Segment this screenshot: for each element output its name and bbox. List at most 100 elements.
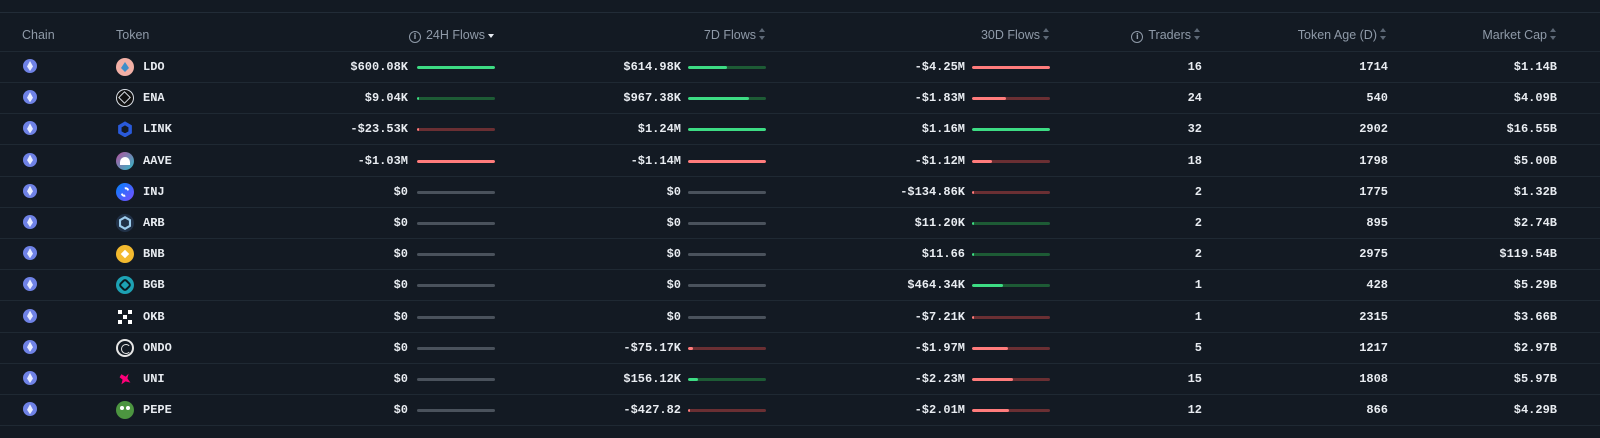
table-row[interactable]: BNB $0 $0 $11.66 2 2975 $119.54B [0,239,1600,271]
flows-24h-bar [417,284,495,288]
flows-7d-value: $1.24M [637,122,681,137]
flows-7d-bar [688,190,766,194]
flows-24h-bar-fill [417,66,495,69]
flows-24h-bar [417,378,495,381]
market-cap-value: $3.66B [1513,309,1557,324]
flows-7d-bar-fill [688,346,693,350]
flows-7d-bar-fill [688,66,727,69]
table-row[interactable]: BGB $0 $0 $464.34K 1 428 $5.29B [0,270,1600,302]
top-divider [0,12,1600,13]
flows-7d-bar [688,97,766,101]
flows-30d-bar-fill [972,159,992,163]
flows-7d-value: -$1.14M [630,153,681,168]
flows-7d-bar [688,409,766,413]
token-age-value: 2902 [1359,122,1388,137]
traders-value: 2 [1194,247,1202,262]
table-row[interactable]: ONDO $0 -$75.17K -$1.97M 5 1217 $2.97B [0,333,1600,364]
market-cap-value: $2.74B [1513,216,1557,230]
flows-24h-value: -$1.03M [357,153,408,168]
flows-24h-bar [417,66,495,69]
info-icon[interactable]: i [408,31,421,43]
column-header-token[interactable]: Token [116,28,150,42]
table-row[interactable]: LDO $600.08K $614.98K -$4.25M 16 1714 $1.14B [0,52,1600,83]
flows-7d-bar-fill [688,159,766,163]
table-row[interactable]: UNI $0 $156.12K -$2.23M 15 1808 $5.97B [0,364,1600,395]
ethereum-icon [23,277,37,292]
token-symbol: BNB [143,247,165,262]
ethereum-icon [23,246,37,261]
sort-desc-icon [488,28,496,40]
lido-icon [116,58,134,76]
traders-value: 15 [1187,372,1202,386]
market-cap-value: $5.29B [1513,278,1557,293]
token-age-value: 1798 [1359,153,1388,168]
flows-7d-bar [688,66,766,69]
token-age-value: 1217 [1359,340,1388,355]
token-age-value: 2975 [1359,247,1388,262]
column-header-traders[interactable]: i Traders [1090,19,1202,52]
token-age-value: 1775 [1359,184,1388,199]
traders-value: 12 [1187,403,1202,418]
flows-24h-bar [417,315,495,319]
column-header-30d-flows[interactable]: 30D Flows [930,19,1051,52]
uniswap-icon [116,370,134,388]
sort-icon [1194,28,1202,40]
flows-24h-value: -$23.53K [350,122,408,137]
table-row[interactable]: ARB $0 $0 $11.20K 2 895 $2.74B [0,208,1600,239]
column-header-7d-flows[interactable]: 7D Flows [650,19,767,52]
flows-7d-bar-fill [688,409,690,413]
traders-value: 2 [1194,216,1202,230]
flows-30d-bar [972,190,1050,194]
token-symbol: ENA [143,91,165,106]
column-header-market-cap[interactable]: Market Cap [1440,19,1558,52]
ethena-icon [116,89,134,108]
flows-30d-value: -$2.23M [914,372,965,386]
flows-30d-bar-fill [972,284,1003,288]
flows-7d-value: $0 [666,309,681,324]
table-header: Chain Token i 24H Flows 7D Flows 30D Flow… [0,19,1600,52]
flows-24h-bar [417,346,495,350]
token-age-value: 2315 [1359,309,1388,324]
table-row[interactable]: PEPE $0 -$427.82 -$2.01M 12 866 $4.29B [0,395,1600,427]
flows-24h-value: $9.04K [364,91,408,106]
flows-30d-value: $464.34K [907,278,965,293]
flows-30d-bar-fill [972,66,1050,69]
flows-30d-bar [972,128,1050,132]
ethereum-icon [23,90,37,105]
chainlink-icon [116,120,134,138]
traders-value: 24 [1187,91,1202,106]
flows-30d-bar [972,315,1050,319]
column-header-24h-flows[interactable]: i 24H Flows [380,19,496,52]
flows-7d-bar-fill [688,97,749,101]
ondo-icon [116,338,134,357]
market-cap-value: $16.55B [1506,122,1557,137]
ethereum-icon [23,59,37,73]
flows-30d-value: -$134.86K [900,184,965,199]
aave-icon [116,151,134,170]
table-row[interactable]: OKB $0 $0 -$7.21K 1 2315 $3.66B [0,302,1600,333]
token-symbol: LDO [143,60,165,74]
column-header-chain[interactable]: Chain [22,28,55,42]
ethereum-icon [23,121,37,136]
table-row[interactable]: ENA $9.04K $967.38K -$1.83M 24 540 $4.09B [0,83,1600,115]
pepe-icon [116,401,134,420]
flows-24h-bar [417,190,495,194]
market-cap-value: $5.00B [1513,153,1557,168]
column-header-token-age[interactable]: Token Age (D) [1250,19,1388,52]
flows-24h-bar-fill [417,128,419,132]
flows-7d-bar [688,159,766,163]
table-row[interactable]: LINK -$23.53K $1.24M $1.16M 32 2902 $16.55B [0,114,1600,146]
flows-30d-bar-fill [972,190,974,194]
traders-value: 32 [1187,122,1202,137]
sort-icon [1043,28,1051,40]
flows-7d-value: $967.38K [623,91,681,106]
flows-24h-bar [417,128,495,132]
table-row[interactable]: AAVE -$1.03M -$1.14M -$1.12M 18 1798 $5.00B [0,146,1600,177]
flows-7d-value: $0 [666,216,681,230]
sort-icon [1550,28,1558,40]
flows-30d-value: -$7.21K [914,309,965,324]
table-row[interactable]: INJ $0 $0 -$134.86K 2 1775 $1.32B [0,177,1600,208]
info-icon[interactable]: i [1131,31,1144,43]
flows-7d-bar [688,315,766,319]
